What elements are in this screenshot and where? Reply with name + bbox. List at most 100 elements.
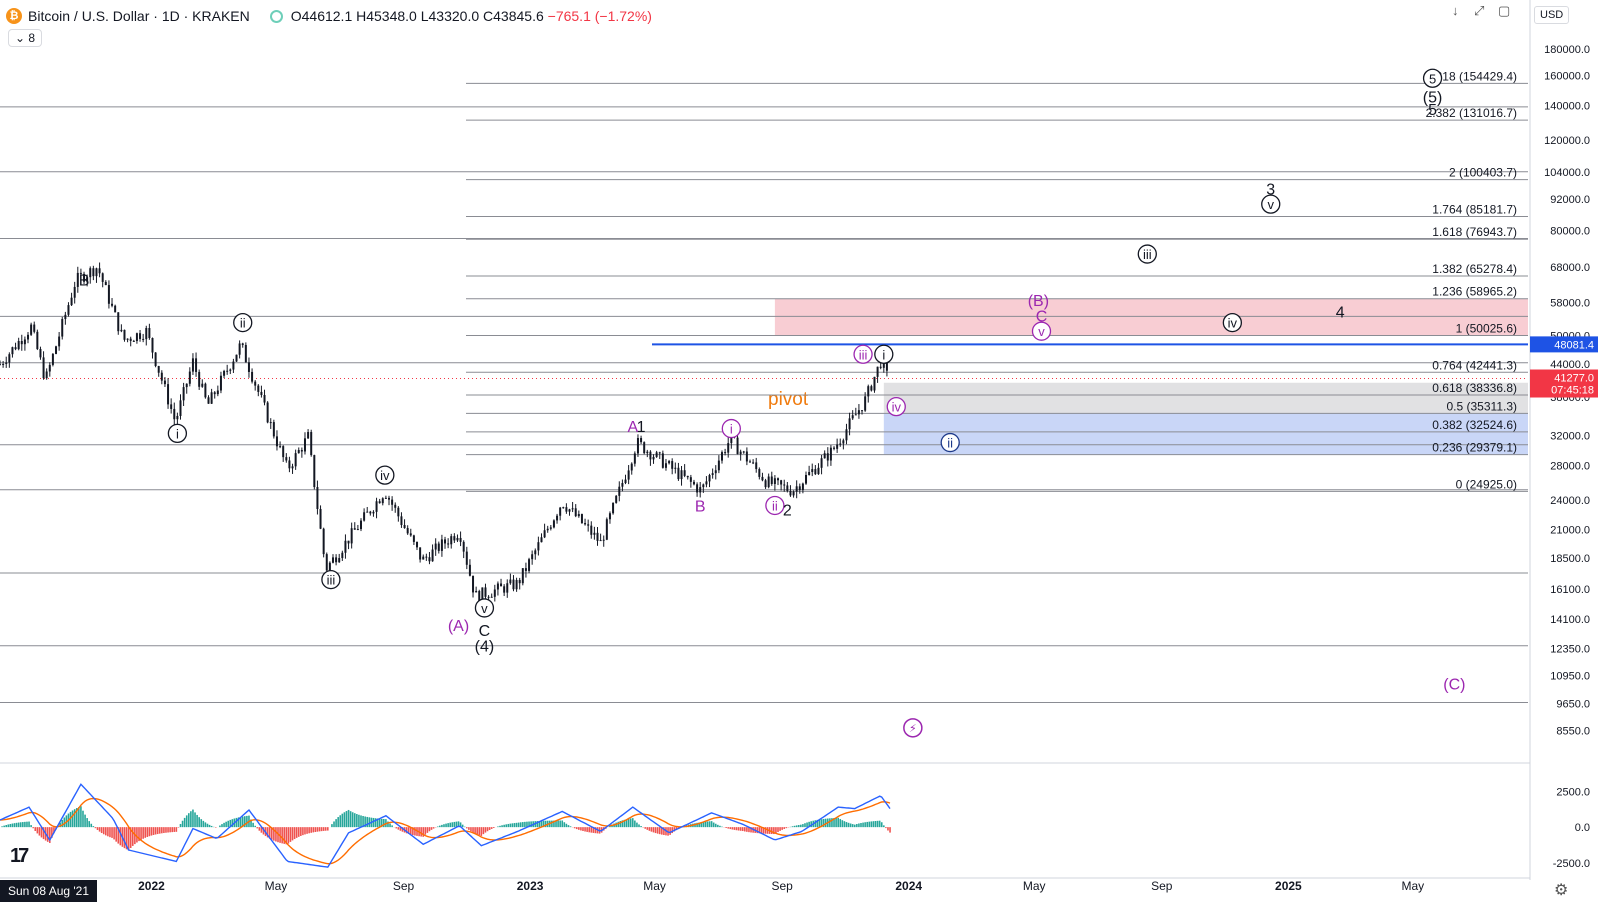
open-value: O44612.1 xyxy=(290,8,353,24)
indicator-count: 8 xyxy=(28,31,36,45)
candle-body xyxy=(170,404,173,409)
histogram-bar xyxy=(185,815,188,828)
histogram-bar xyxy=(714,823,717,828)
candle-body xyxy=(524,568,527,571)
candle-body xyxy=(658,452,661,454)
histogram-bar xyxy=(617,821,620,828)
histogram-bar xyxy=(46,827,49,842)
wave-label: (A) xyxy=(448,618,469,635)
histogram-bar xyxy=(503,824,505,828)
price-tick-label: 8550.0 xyxy=(1556,726,1590,738)
histogram-bar xyxy=(98,827,101,832)
histogram-bar xyxy=(356,814,358,828)
candle-body xyxy=(798,486,801,491)
histogram-bar xyxy=(526,821,528,828)
fib-level-label: 1.236 (58965.2) xyxy=(1432,285,1517,299)
histogram-bar xyxy=(430,827,433,830)
histogram-bar xyxy=(426,827,429,833)
histogram-bar xyxy=(764,827,767,834)
candle-body xyxy=(624,479,627,484)
candle-body xyxy=(571,508,574,510)
lightning-glyph: ⚡ xyxy=(909,722,917,735)
histogram-bar xyxy=(51,827,53,838)
candle-body xyxy=(518,579,521,584)
wave-label-ring xyxy=(474,598,495,618)
fib-level-label: 1 (50025.6) xyxy=(1456,322,1517,336)
candle-body xyxy=(870,386,873,391)
candle-body xyxy=(699,487,702,493)
candle-body xyxy=(748,461,751,463)
histogram-bar xyxy=(380,818,383,828)
candle-body xyxy=(745,451,748,462)
candle-body xyxy=(167,384,170,405)
candle-body xyxy=(605,519,608,540)
ohlc-readout: O44612.1 H45348.0 L43320.0 C43845.6 −765… xyxy=(291,8,652,24)
candle-body xyxy=(833,447,836,449)
histogram-bar xyxy=(818,819,821,828)
histogram-bar xyxy=(627,818,630,828)
fullscreen-icon[interactable]: ▢ xyxy=(1498,3,1511,18)
histogram-bar xyxy=(758,827,761,834)
tradingview-logo: 17 xyxy=(10,845,29,867)
histogram-bar xyxy=(295,827,298,838)
price-tick-label: 104000.0 xyxy=(1544,167,1590,179)
symbol-title[interactable]: Bitcoin / U.S. Dollar · 1D · KRAKEN xyxy=(28,8,250,24)
histogram-bar xyxy=(698,822,700,828)
candle-body xyxy=(506,583,509,593)
download-arrow-icon[interactable]: ↓ xyxy=(1452,3,1459,18)
candle-body xyxy=(73,286,76,298)
candle-body xyxy=(269,422,272,424)
candle-body xyxy=(369,511,372,514)
wave-label: i xyxy=(730,422,733,437)
chart-header: ₿ Bitcoin / U.S. Dollar · 1D · KRAKEN O4… xyxy=(6,5,652,27)
histogram-bar xyxy=(5,824,8,828)
histogram-bar xyxy=(252,822,254,828)
histogram-bar xyxy=(461,824,464,828)
time-tick-label: Sep xyxy=(1151,879,1173,893)
indicators-toggle[interactable]: ⌄ 8 xyxy=(8,29,43,47)
candle-body xyxy=(378,501,381,504)
candle-body xyxy=(397,507,400,517)
histogram-bar xyxy=(876,820,879,828)
histogram-bar xyxy=(490,827,493,829)
gear-icon[interactable]: ⚙ xyxy=(1554,882,1569,899)
histogram-bar xyxy=(345,811,348,828)
histogram-bar xyxy=(874,820,877,828)
histogram-bar xyxy=(586,827,588,832)
candle-body xyxy=(5,362,8,364)
candle-body xyxy=(664,463,667,468)
wave-label-ring xyxy=(721,418,741,439)
histogram-bar xyxy=(63,817,66,828)
histogram-bar xyxy=(737,827,740,831)
candle-body xyxy=(288,460,291,469)
candle-body xyxy=(111,303,114,306)
histogram-bar xyxy=(538,820,541,828)
price-tick-label: 32000.0 xyxy=(1550,430,1590,442)
candle-body xyxy=(462,541,465,552)
candle-body xyxy=(767,476,770,488)
histogram-bar xyxy=(190,811,192,828)
histogram-bar xyxy=(708,821,711,828)
histogram-bar xyxy=(241,816,244,828)
histogram-bar xyxy=(347,809,350,828)
expand-icon[interactable]: ⤢ xyxy=(1474,3,1485,18)
histogram-bar xyxy=(138,827,140,842)
histogram-bar xyxy=(551,820,553,828)
histogram-bar xyxy=(318,827,321,832)
candle-body xyxy=(350,528,353,544)
candle-body xyxy=(226,370,229,372)
candle-body xyxy=(577,514,580,517)
histogram-bar xyxy=(86,818,88,828)
candle-body xyxy=(543,530,546,538)
histogram-bar xyxy=(229,819,232,828)
lightning-icon[interactable] xyxy=(903,718,923,738)
wave-label-ring xyxy=(1137,244,1157,264)
currency-selector[interactable]: USD xyxy=(1534,6,1570,24)
candle-body xyxy=(724,452,727,454)
histogram-bar xyxy=(880,822,883,828)
candle-body xyxy=(708,475,711,482)
price-tick-label: 92000.0 xyxy=(1550,194,1590,206)
candle-body xyxy=(55,346,58,354)
candle-body xyxy=(562,507,565,509)
